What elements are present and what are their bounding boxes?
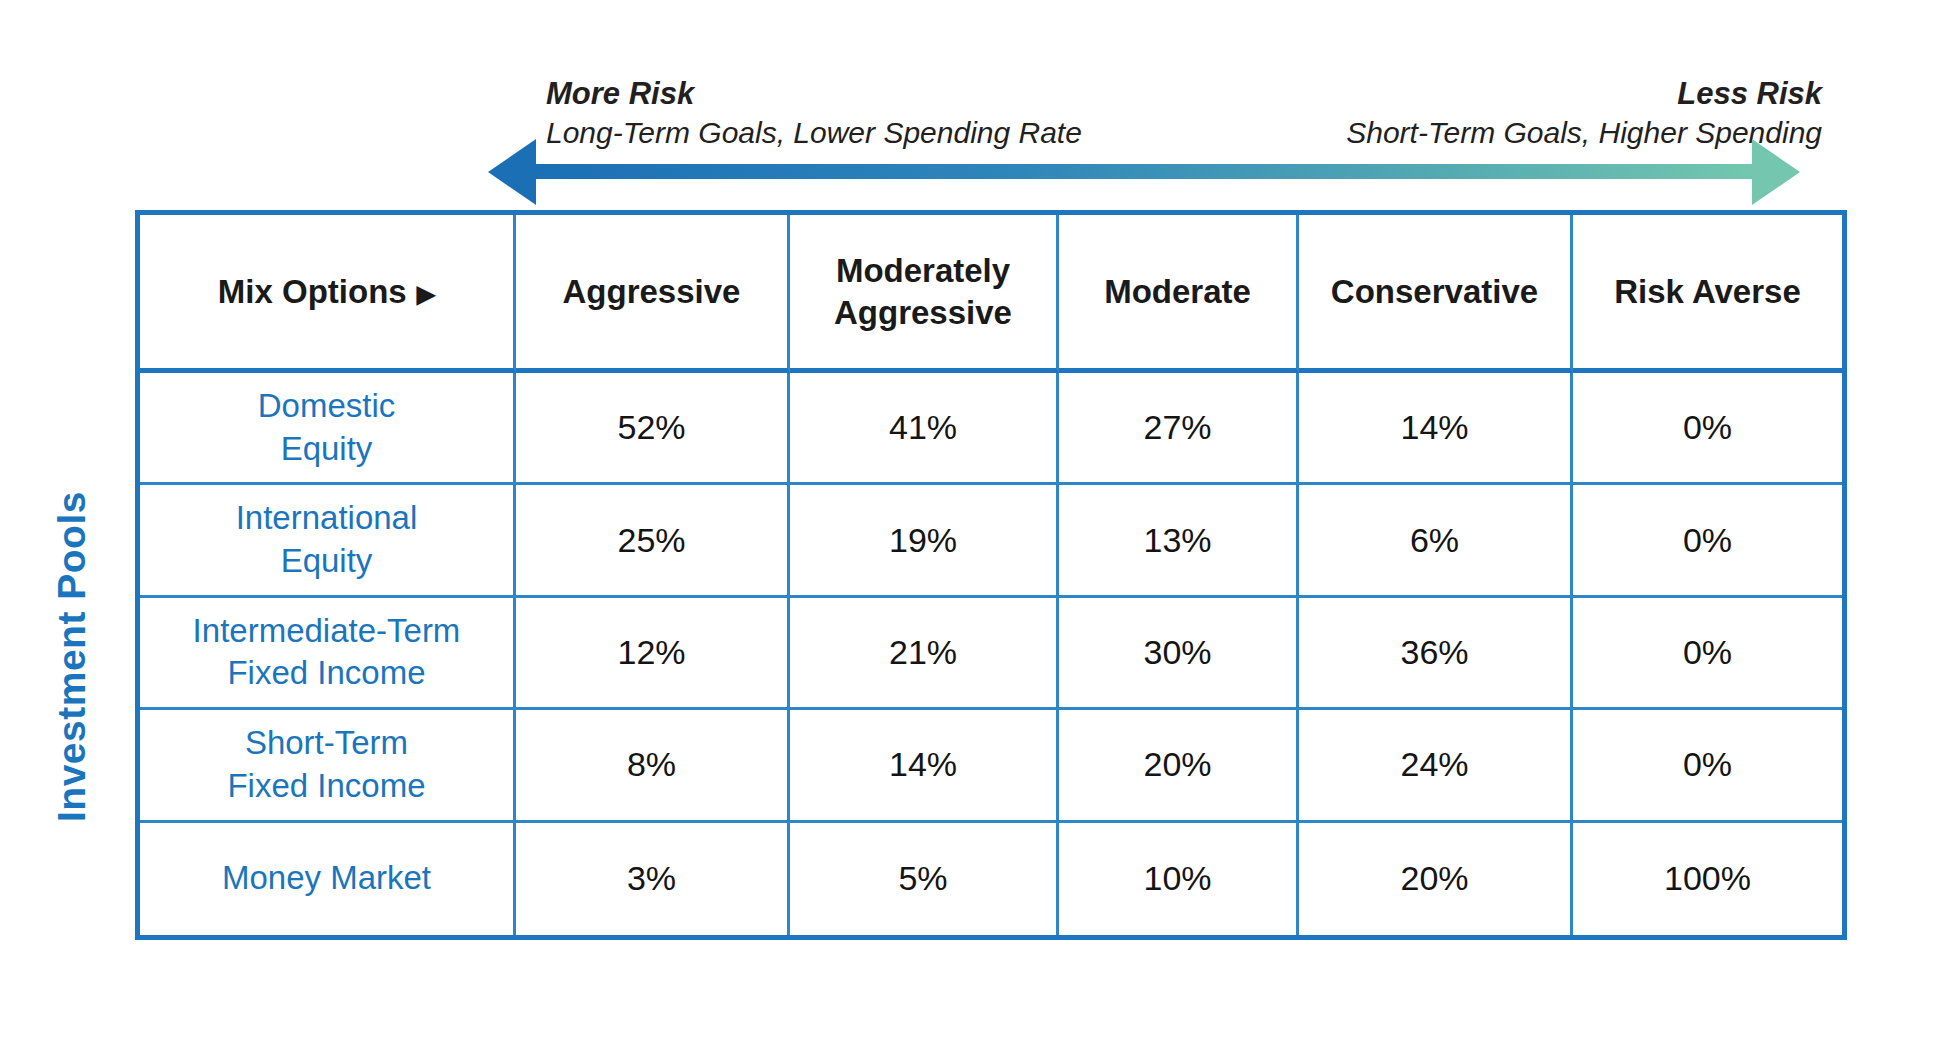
- column-header-risk-averse: Risk Averse: [1573, 215, 1842, 373]
- table-cell: 19%: [790, 485, 1059, 597]
- row-label-domestic-equity: Domestic Equity: [140, 373, 516, 485]
- investment-mix-figure: More Risk Long-Term Goals, Lower Spendin…: [0, 0, 1950, 1050]
- table-cell: 100%: [1573, 823, 1842, 935]
- table-cell: 14%: [790, 710, 1059, 822]
- row-label-intermediate-term-fixed-income: Intermediate-Term Fixed Income: [140, 598, 516, 710]
- row-label-short-term-fixed-income: Short-Term Fixed Income: [140, 710, 516, 822]
- table-cell: 52%: [516, 373, 790, 485]
- table-cell: 5%: [790, 823, 1059, 935]
- table-cell: 36%: [1299, 598, 1573, 710]
- table-cell: 14%: [1299, 373, 1573, 485]
- table-cell: 41%: [790, 373, 1059, 485]
- table-cell: 13%: [1059, 485, 1299, 597]
- arrow-gradient-bar: [528, 164, 1760, 179]
- risk-spectrum-arrow: [488, 138, 1800, 206]
- table-cell: 20%: [1299, 823, 1573, 935]
- table-cell: 24%: [1299, 710, 1573, 822]
- row-label-international-equity: International Equity: [140, 485, 516, 597]
- table-cell: 0%: [1573, 598, 1842, 710]
- table-cell: 10%: [1059, 823, 1299, 935]
- table-cell: 30%: [1059, 598, 1299, 710]
- less-risk-title: Less Risk: [1346, 74, 1822, 114]
- table-cell: 0%: [1573, 485, 1842, 597]
- more-risk-title: More Risk: [546, 74, 1082, 114]
- table-cell: 21%: [790, 598, 1059, 710]
- right-triangle-icon: ▶: [417, 279, 435, 309]
- table-cell: 3%: [516, 823, 790, 935]
- investment-pools-axis-label: Investment Pools: [42, 374, 102, 940]
- row-label-money-market: Money Market: [140, 823, 516, 935]
- table-cell: 8%: [516, 710, 790, 822]
- table-cell: 0%: [1573, 373, 1842, 485]
- column-header-conservative: Conservative: [1299, 215, 1573, 373]
- table-cell: 12%: [516, 598, 790, 710]
- table-cell: 0%: [1573, 710, 1842, 822]
- corner-header-label: Mix Options: [218, 271, 407, 312]
- column-header-moderate: Moderate: [1059, 215, 1299, 373]
- table-cell: 6%: [1299, 485, 1573, 597]
- table-cell: 25%: [516, 485, 790, 597]
- mix-options-table: Mix Options ▶ Aggressive Moderately Aggr…: [135, 210, 1847, 940]
- column-header-aggressive: Aggressive: [516, 215, 790, 373]
- table-cell: 27%: [1059, 373, 1299, 485]
- corner-header-cell: Mix Options ▶: [140, 215, 516, 373]
- arrow-right-icon: [1752, 139, 1800, 205]
- table-cell: 20%: [1059, 710, 1299, 822]
- column-header-moderately-aggressive: Moderately Aggressive: [790, 215, 1059, 373]
